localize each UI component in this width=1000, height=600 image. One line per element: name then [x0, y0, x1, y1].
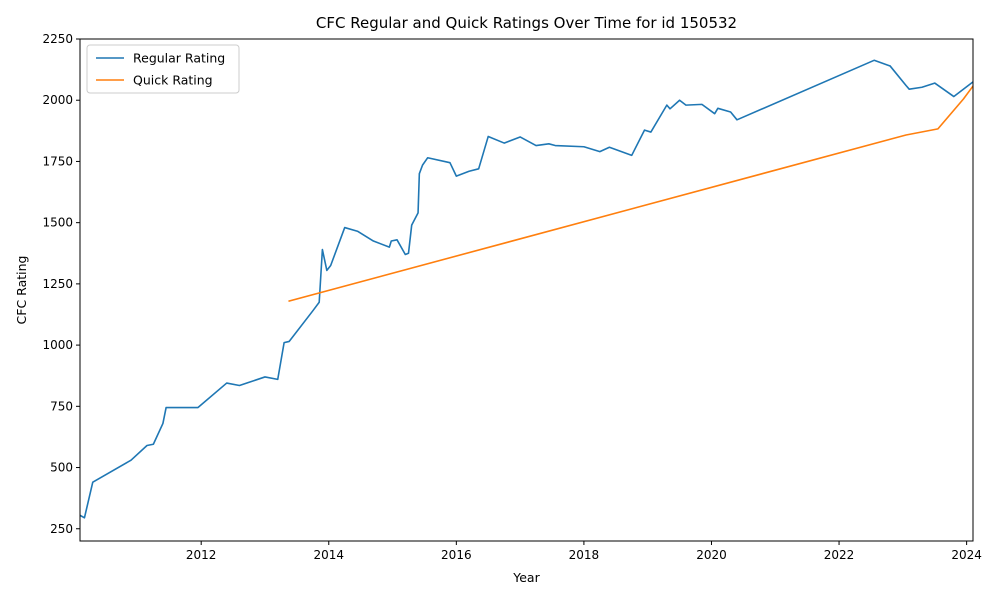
x-tick-label: 2016 — [441, 548, 472, 562]
x-axis: 2012 2014 2016 2018 2020 2022 2024 — [186, 541, 982, 562]
chart-title: CFC Regular and Quick Ratings Over Time … — [316, 14, 737, 32]
plot-frame — [79, 38, 974, 542]
y-axis: 250 500 750 1000 1250 1500 1750 2000 2250 — [42, 32, 80, 536]
legend-label: Quick Rating — [133, 73, 213, 88]
x-tick-label: 2012 — [186, 548, 217, 562]
x-tick-label: 2014 — [313, 548, 344, 562]
y-tick-label: 1750 — [42, 154, 73, 168]
x-tick-label: 2024 — [951, 548, 982, 562]
y-tick-label: 1250 — [42, 277, 73, 291]
legend-box — [86, 44, 240, 94]
x-tick-label: 2018 — [569, 548, 600, 562]
y-tick-label: 2000 — [42, 93, 73, 107]
x-tick-label: 2022 — [824, 548, 855, 562]
y-tick-label: 750 — [50, 399, 73, 413]
series-line-regular-rating — [80, 59, 973, 519]
y-tick-label: 1500 — [42, 216, 73, 230]
y-tick-label: 1000 — [42, 338, 73, 352]
legend: Regular Rating Quick Rating — [86, 44, 240, 94]
y-tick-label: 500 — [50, 461, 73, 475]
x-axis-title: Year — [512, 570, 540, 585]
x-tick-label: 2020 — [696, 548, 727, 562]
legend-label: Regular Rating — [133, 51, 225, 66]
y-axis-title: CFC Rating — [14, 256, 29, 325]
y-tick-label: 250 — [50, 522, 73, 536]
y-tick-label: 2250 — [42, 32, 73, 46]
series-line-quick-rating — [288, 84, 973, 303]
